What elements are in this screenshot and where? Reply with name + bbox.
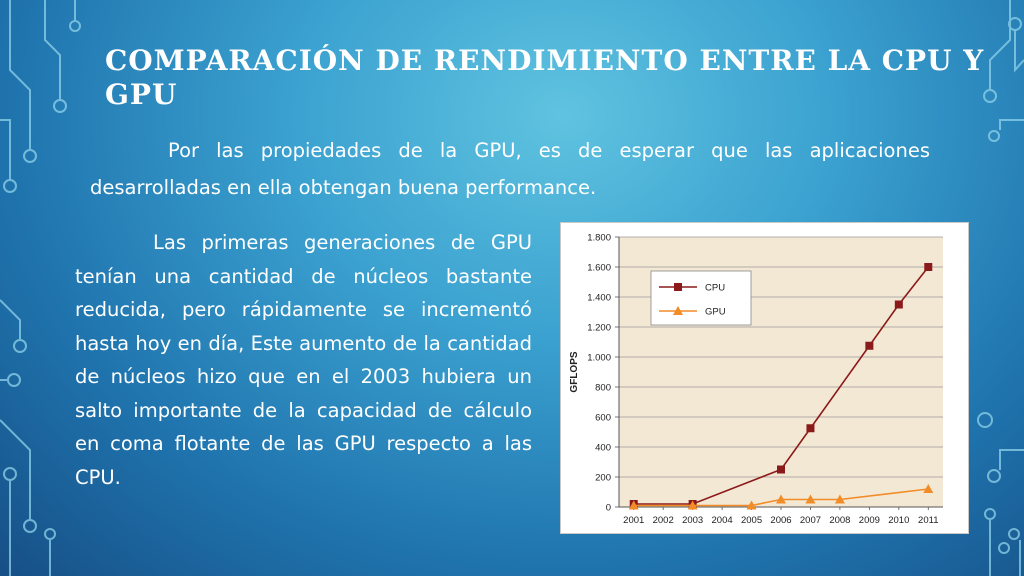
chart-canvas: 0 200 400 600 800 1.000 1.200 1.400 1.600 1.800 20… [569,233,943,526]
y-tick-label: 0 [606,503,611,514]
x-tick-label: 2010 [888,515,909,526]
y-tick-label: 1.200 [587,323,611,334]
y-tick-label: 1.400 [587,293,611,304]
slide-title: COMPARACIÓN DE RENDIMIENTO ENTRE LA CPU … [105,44,985,111]
x-tick-label: 2007 [800,515,821,526]
legend-label-gpu: GPU [705,307,726,318]
legend-marker-cpu [674,283,682,291]
y-tick-label: 200 [595,473,611,484]
data-point-cpu [806,424,815,433]
y-tick-label: 1.800 [587,233,611,244]
data-point-cpu [777,465,785,474]
data-point-cpu [924,263,933,271]
data-point-gpu [746,500,757,510]
data-point-gpu [628,500,639,510]
x-tick-label: 2005 [741,515,762,526]
x-tick-label: 2008 [829,515,850,526]
x-tick-label: 2003 [682,515,703,526]
y-axis-label: GFLOPS [569,351,580,392]
y-tick-label: 1.600 [587,263,611,274]
y-tick-label: 800 [595,383,611,394]
y-tick-label: 1.000 [587,353,611,364]
data-point-cpu [894,300,903,309]
gflops-chart: 0 200 400 600 800 1.000 1.200 1.400 1.600 1.800 20… [560,222,969,534]
legend-box [650,270,752,326]
data-point-gpu [776,494,786,504]
data-point-gpu [805,494,816,504]
x-tick-label: 2009 [859,515,880,526]
intro-paragraph: Por las propiedades de la GPU, es de esp… [90,139,930,199]
legend-label-cpu: CPU [705,283,725,294]
body-paragraph: Las primeras generaciones de GPU tenían … [75,231,532,489]
legend-marker-gpu [673,306,683,315]
x-tick-label: 2002 [653,515,674,526]
y-tick-label: 400 [595,443,611,454]
x-tick-label: 2004 [712,515,733,526]
data-point-cpu [865,341,874,350]
data-point-gpu [834,494,845,504]
data-point-gpu [923,484,934,493]
x-tick-label: 2011 [918,515,938,526]
data-point-gpu [687,500,698,510]
y-tick-label: 600 [595,413,611,424]
x-tick-label: 2001 [623,515,644,526]
x-tick-label: 2006 [770,515,791,526]
